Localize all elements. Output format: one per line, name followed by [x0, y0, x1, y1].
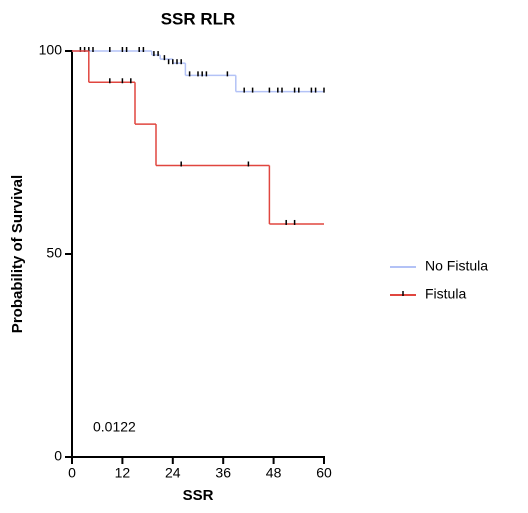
y-axis-label: Probability of Survival: [9, 175, 26, 333]
x-tick-label: 48: [266, 465, 282, 481]
annotation: 0.0122: [93, 419, 136, 435]
y-tick-label: 100: [39, 42, 63, 58]
x-tick-label: 36: [215, 465, 231, 481]
x-tick-label: 12: [115, 465, 131, 481]
legend-label: Fistula: [425, 286, 466, 302]
chart-title: SSR RLR: [161, 9, 236, 28]
legend-label: No Fistula: [425, 258, 488, 274]
x-tick-label: 24: [165, 465, 181, 481]
x-axis-label: SSR: [183, 487, 214, 504]
y-tick-label: 0: [54, 448, 62, 464]
x-tick-label: 60: [316, 465, 332, 481]
y-tick-label: 50: [46, 245, 62, 261]
x-tick-label: 0: [68, 465, 76, 481]
